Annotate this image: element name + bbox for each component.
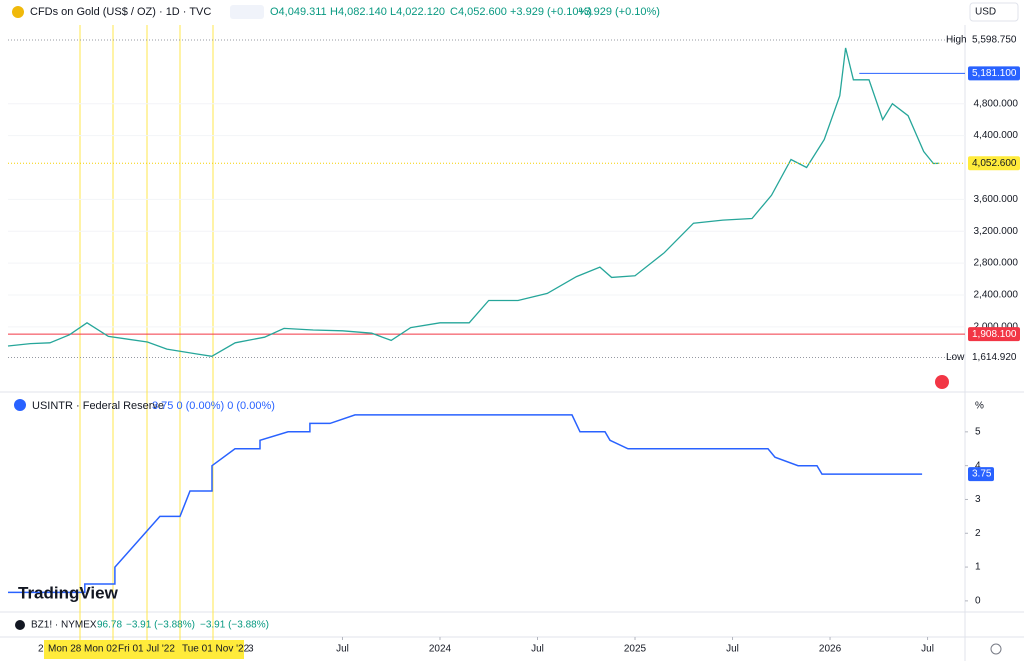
rate-values: 3.75 0 (0.00%) 0 (0.00%) (152, 400, 275, 412)
time-fragment: 3 (248, 644, 254, 655)
settings-button[interactable] (990, 643, 1002, 655)
bottom-value: 96.78 (97, 620, 122, 631)
price-badge-label: 4,052.600 (972, 158, 1017, 169)
x-tick-label: Jul (921, 644, 934, 655)
change: +3.929 (+0.10%) (510, 6, 592, 18)
close: C4,052.600 (450, 6, 507, 18)
time-label: Mon 28 (48, 644, 82, 655)
logo: TradingView (18, 583, 119, 602)
price-badge-label: 5,181.100 (972, 68, 1017, 79)
x-tick-label: Jul (531, 644, 544, 655)
price-badge (968, 327, 1020, 342)
y-tick-label: 4 (975, 460, 981, 471)
bottom-change: −3.91 (−3.88%) (200, 620, 269, 631)
currency-button[interactable] (969, 2, 1019, 22)
time-highlight (44, 640, 244, 659)
y-tick-label: 2,400.000 (974, 290, 1019, 301)
x-tick-label: Jul (726, 644, 739, 655)
y-tick-label: 3,600.000 (974, 194, 1019, 205)
y-tick-label: 4,800.000 (974, 98, 1019, 109)
open: O4,049.311 (270, 6, 327, 18)
y-tick-label: 5 (975, 426, 981, 437)
time-label: Fri 01 Jul '22 (118, 644, 175, 655)
price-badge (968, 156, 1020, 171)
symbol-icon (15, 620, 25, 630)
x-tick-label: 2025 (624, 644, 647, 655)
y-tick-label: 2,800.000 (974, 258, 1019, 269)
symbol-icon (12, 6, 24, 18)
time-label: Mon 02 (84, 644, 118, 655)
change: +3.929 (+0.10%) (578, 6, 660, 18)
y-tick-label: 0 (975, 596, 981, 607)
rate-badge (968, 467, 994, 482)
currency: USD (975, 7, 996, 18)
low-value: 1,614.920 (972, 352, 1017, 363)
rate-unit: % (975, 401, 984, 412)
compare-button[interactable] (230, 5, 264, 19)
high: H4,082.140 (330, 6, 387, 18)
low: L4,022.120 (390, 6, 445, 18)
time-fragment: 2 (38, 644, 44, 655)
y-tick-label: 1 (975, 562, 981, 573)
event-icon[interactable] (935, 375, 949, 389)
rate-badge-label: 3.75 (972, 469, 992, 480)
symbol: CFDs on Gold (US$ / OZ) · 1D · TVC (30, 6, 211, 18)
flag-icon (14, 399, 26, 411)
x-tick-label: Jul (336, 644, 349, 655)
series-line (8, 414, 923, 594)
x-tick-label: 2024 (429, 644, 452, 655)
crosshairs (79, 25, 214, 640)
bottom-symbol: BZ1! · NYMEX (31, 620, 97, 631)
price-badge (968, 66, 1020, 81)
bottom-change: −3.91 (−3.88%) (126, 620, 195, 631)
y-tick-label: 3 (975, 494, 981, 505)
low-label: Low (946, 352, 965, 363)
y-tick-label: 2,000.000 (974, 321, 1019, 332)
time-label: Tue 01 Nov '22 (182, 644, 250, 655)
series-line (7, 47, 940, 357)
y-tick-label: 4,400.000 (974, 130, 1019, 141)
y-tick-label: 2 (975, 528, 981, 539)
rate-title: USINTR · Federal Reserve (32, 400, 164, 412)
high-value: 5,598.750 (972, 35, 1017, 46)
x-tick-label: 2026 (819, 644, 842, 655)
high-label: High (946, 35, 967, 46)
y-tick-label: 3,200.000 (974, 226, 1019, 237)
price-badge-label: 1,908.100 (972, 329, 1017, 340)
